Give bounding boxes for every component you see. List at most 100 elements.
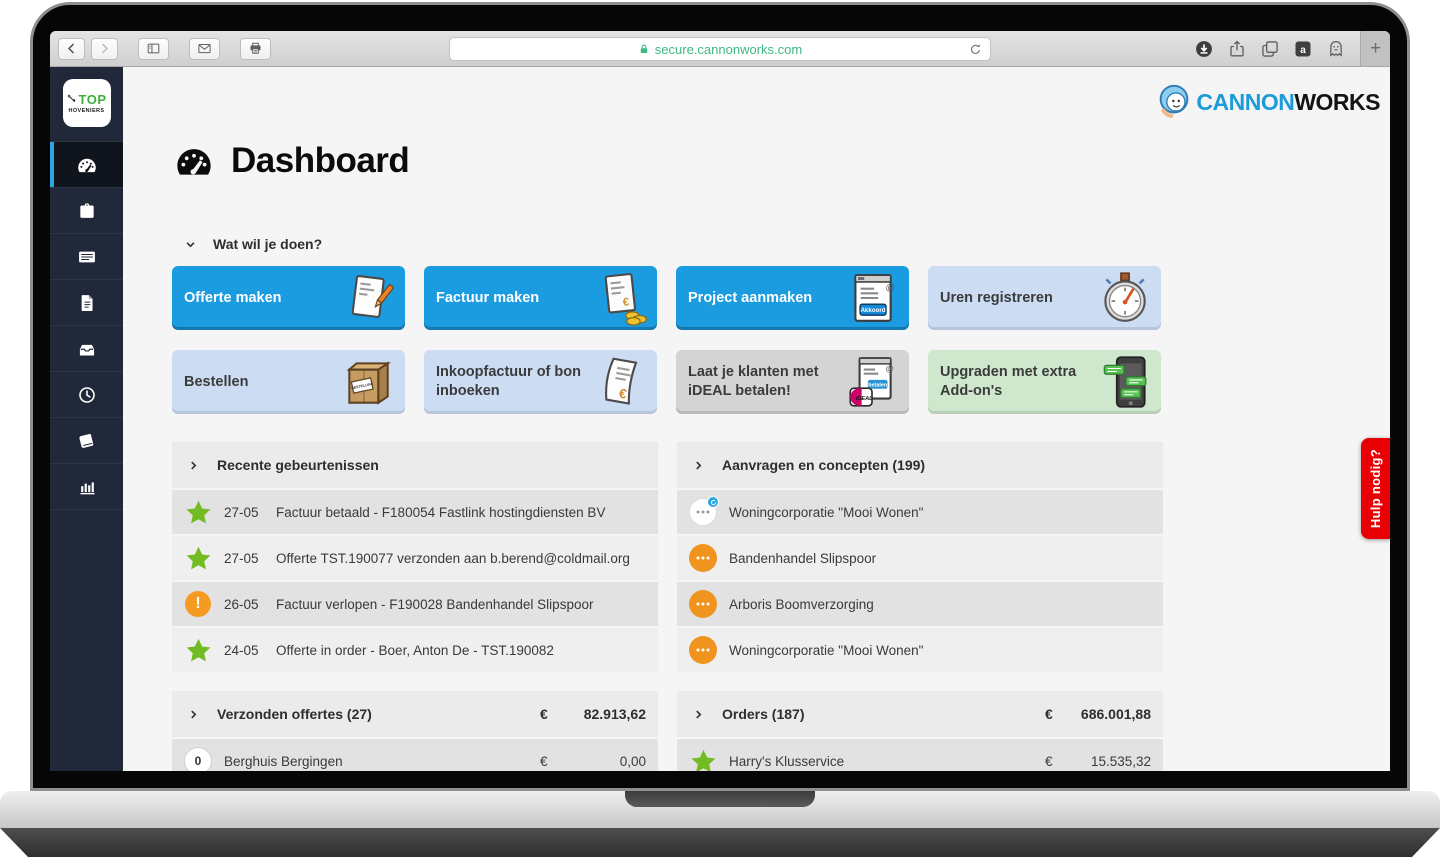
order-text: Harry's Klusservice [729, 753, 845, 769]
brand-primary: CANNON [1196, 88, 1295, 115]
tabs-icon[interactable] [1260, 39, 1280, 59]
quick-actions-title: Wat wil je doen? [213, 236, 323, 252]
currency-symbol: € [540, 753, 548, 769]
button-label: Project aanmaken [688, 289, 813, 306]
sidebar-item-book[interactable] [50, 418, 123, 464]
company-logo[interactable]: TOP HOVENIERS [62, 79, 111, 127]
avatar-dots-orange [689, 544, 717, 572]
quick-actions-header[interactable]: Wat wil je doen? [185, 236, 322, 252]
event-text: Factuur verlopen - F190028 Bandenhandel … [276, 596, 594, 612]
request-row[interactable]: Woningcorporatie "Mooi Wonen" [677, 628, 1163, 672]
bestellen-button[interactable]: Bestellen BESTELLING [172, 350, 405, 414]
event-row[interactable]: 27-05 Factuur betaald - F180054 Fastlink… [172, 490, 658, 534]
avatar-dots-orange [689, 590, 717, 618]
requests-concepts-panel: Aanvragen en concepten (199) Woningcorpo… [677, 442, 1163, 672]
sidebar-item-bar-chart[interactable] [50, 464, 123, 510]
shovel-icon [67, 94, 75, 103]
orders-header[interactable]: Orders (187) €686.001,88 [677, 691, 1163, 737]
button-label: Bestellen [184, 373, 249, 390]
panel-title: Orders (187) [722, 706, 805, 722]
logo-text-top: TOP [78, 92, 107, 107]
gauge-icon [177, 149, 211, 175]
warning-icon: ! [185, 591, 211, 617]
receipt-illustration: € [605, 357, 638, 405]
address-bar[interactable]: secure.cannonworks.com [449, 37, 991, 61]
sync-badge-icon [707, 496, 719, 508]
browser-toolbar: secure.cannonworks.com a + [50, 31, 1390, 67]
event-row[interactable]: 27-05 Offerte TST.190077 verzonden aan b… [172, 536, 658, 580]
event-row[interactable]: ! 26-05 Factuur verlopen - F190028 Bande… [172, 582, 658, 626]
event-text: Offerte TST.190077 verzonden aan b.beren… [276, 550, 630, 566]
phone-addons-illustration [1103, 356, 1147, 408]
recent-events-header[interactable]: Recente gebeurtenissen [172, 442, 658, 488]
event-date: 27-05 [224, 550, 259, 566]
toolbar-right-icons: a [1194, 39, 1390, 59]
new-tab-button[interactable]: + [1360, 31, 1390, 66]
sidebar-item-document[interactable] [50, 280, 123, 326]
requests-concepts-header[interactable]: Aanvragen en concepten (199) [677, 442, 1163, 488]
sidebar-toggle-button[interactable] [138, 37, 169, 60]
svg-text:€: € [622, 296, 630, 309]
ideal-logo-label: iDEAL [856, 396, 873, 402]
sent-offers-header[interactable]: Verzonden offertes (27) €82.913,62 [172, 691, 658, 737]
button-label: Laat je klanten met iDEAL betalen! [688, 364, 819, 399]
share-icon[interactable] [1227, 39, 1247, 59]
project-aanmaken-button[interactable]: Project aanmaken @ Akkoord [676, 266, 909, 330]
star-icon [186, 638, 210, 661]
printer-icon [250, 42, 261, 54]
request-row[interactable]: Arboris Boomverzorging [677, 582, 1163, 626]
forward-button[interactable] [91, 37, 118, 60]
laptop-front-edge [0, 828, 1440, 857]
svg-text:@: @ [885, 283, 894, 293]
offer-row[interactable]: 0 Berghuis Bergingen €0,00 [172, 739, 658, 771]
currency-symbol: € [1045, 753, 1053, 769]
package-box-illustration: BESTELLING [346, 361, 392, 405]
amazon-extension-icon[interactable]: a [1293, 39, 1313, 59]
bar-chart-icon [80, 481, 94, 494]
avatar-dots-white [689, 496, 719, 526]
panel-title: Recente gebeurtenissen [217, 457, 379, 473]
uren-registreren-button[interactable]: Uren registreren [928, 266, 1161, 330]
sent-offers-panel: Verzonden offertes (27) €82.913,62 0 Ber… [172, 691, 658, 771]
zero-badge: 0 [184, 747, 212, 771]
star-icon [186, 500, 210, 523]
logo-text-bottom: HOVENIERS [68, 108, 105, 114]
reload-icon[interactable] [968, 42, 983, 57]
event-row[interactable]: 24-05 Offerte in order - Boer, Anton De … [172, 628, 658, 672]
event-text: Factuur betaald - F180054 Fastlink hosti… [276, 504, 606, 520]
sidebar-item-drawer[interactable] [50, 326, 123, 372]
sidebar-item-card[interactable] [50, 234, 123, 280]
order-row[interactable]: Harry's Klusservice €15.535,32 [677, 739, 1163, 771]
sidebar-item-dashboard[interactable] [50, 142, 123, 188]
button-label: Inkoopfactuur of bon inboeken [436, 364, 581, 399]
sidebar-nav [50, 141, 123, 510]
offerte-maken-button[interactable]: Offerte maken [172, 266, 405, 330]
sidebar-item-briefcase[interactable] [50, 188, 123, 234]
main-content: CANNONWORKS Dashboard Wat wil je doen? O… [123, 67, 1390, 771]
page-title: Dashboard [175, 141, 410, 181]
request-text: Woningcorporatie "Mooi Wonen" [729, 504, 924, 520]
mail-button[interactable] [189, 37, 220, 60]
clock-icon [78, 386, 95, 403]
currency-symbol: € [540, 706, 548, 722]
gauge-icon [77, 158, 96, 172]
document-icon [81, 294, 92, 311]
laptop-notch [625, 791, 815, 807]
sidebar-item-clock[interactable] [50, 372, 123, 418]
request-row[interactable]: Woningcorporatie "Mooi Wonen" [677, 490, 1163, 534]
button-label: Factuur maken [436, 289, 540, 306]
ideal-betalen-button[interactable]: Laat je klanten met iDEAL betalen! @ beta… [676, 350, 909, 414]
inkoopfactuur-button[interactable]: Inkoopfactuur of bon inboeken € [424, 350, 657, 414]
request-text: Arboris Boomverzorging [729, 596, 874, 612]
ghost-extension-icon[interactable] [1326, 39, 1346, 59]
download-icon[interactable] [1194, 39, 1214, 59]
upgraden-addons-button[interactable]: Upgraden met extra Add-on's [928, 350, 1161, 414]
factuur-maken-button[interactable]: Factuur maken € [424, 266, 657, 330]
request-row[interactable]: Bandenhandel Slipspoor [677, 536, 1163, 580]
chevron-down-icon [186, 241, 195, 247]
card-icon [78, 251, 95, 262]
back-button[interactable] [58, 37, 85, 60]
help-tab[interactable]: Hulp nodig? [1361, 438, 1390, 539]
print-button[interactable] [240, 37, 271, 60]
